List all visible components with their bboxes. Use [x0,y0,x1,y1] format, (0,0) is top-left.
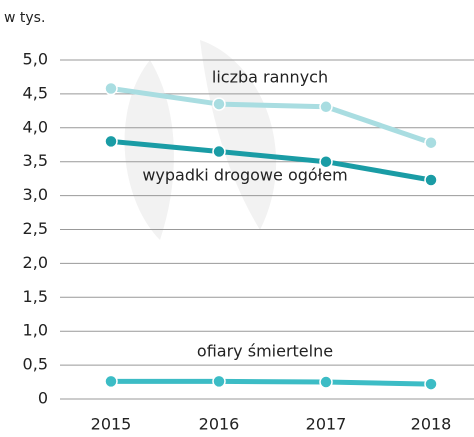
data-point [213,375,225,387]
data-point [213,146,225,158]
y-tick-label: 2,0 [23,253,48,272]
data-point [320,101,332,113]
data-point [425,378,437,390]
y-axis-label: w tys. [4,10,45,26]
x-tick-label: 2016 [199,415,240,434]
y-tick-label: 4,5 [23,83,48,102]
series-label: liczba rannych [212,68,328,87]
y-tick-label: 0,5 [23,355,48,374]
y-tick-label: 2,5 [23,219,48,238]
y-tick-label: 1,0 [23,321,48,340]
data-point [425,137,437,149]
y-tick-label: 5,0 [23,50,48,69]
y-tick-label: 1,5 [23,287,48,306]
y-tick-label: 4,0 [23,117,48,136]
data-point [425,174,437,186]
data-point [105,375,117,387]
x-tick-label: 2018 [411,415,452,434]
data-point [213,98,225,110]
y-tick-label: 3,5 [23,151,48,170]
series-label: wypadki drogowe ogółem [142,166,347,185]
x-tick-label: 2015 [91,415,132,434]
x-tick-label: 2017 [306,415,347,434]
series-label: ofiary śmiertelne [197,342,333,361]
data-point [105,82,117,94]
y-tick-label: 0 [38,389,48,408]
data-point [105,135,117,147]
y-tick-label: 3,0 [23,185,48,204]
chart: w tys. 0 0,5 1,0 1,5 2,0 2,5 3,0 3,5 4,0 4,5 5,0 20… [0,0,474,437]
series-line [111,381,431,384]
data-point [320,376,332,388]
